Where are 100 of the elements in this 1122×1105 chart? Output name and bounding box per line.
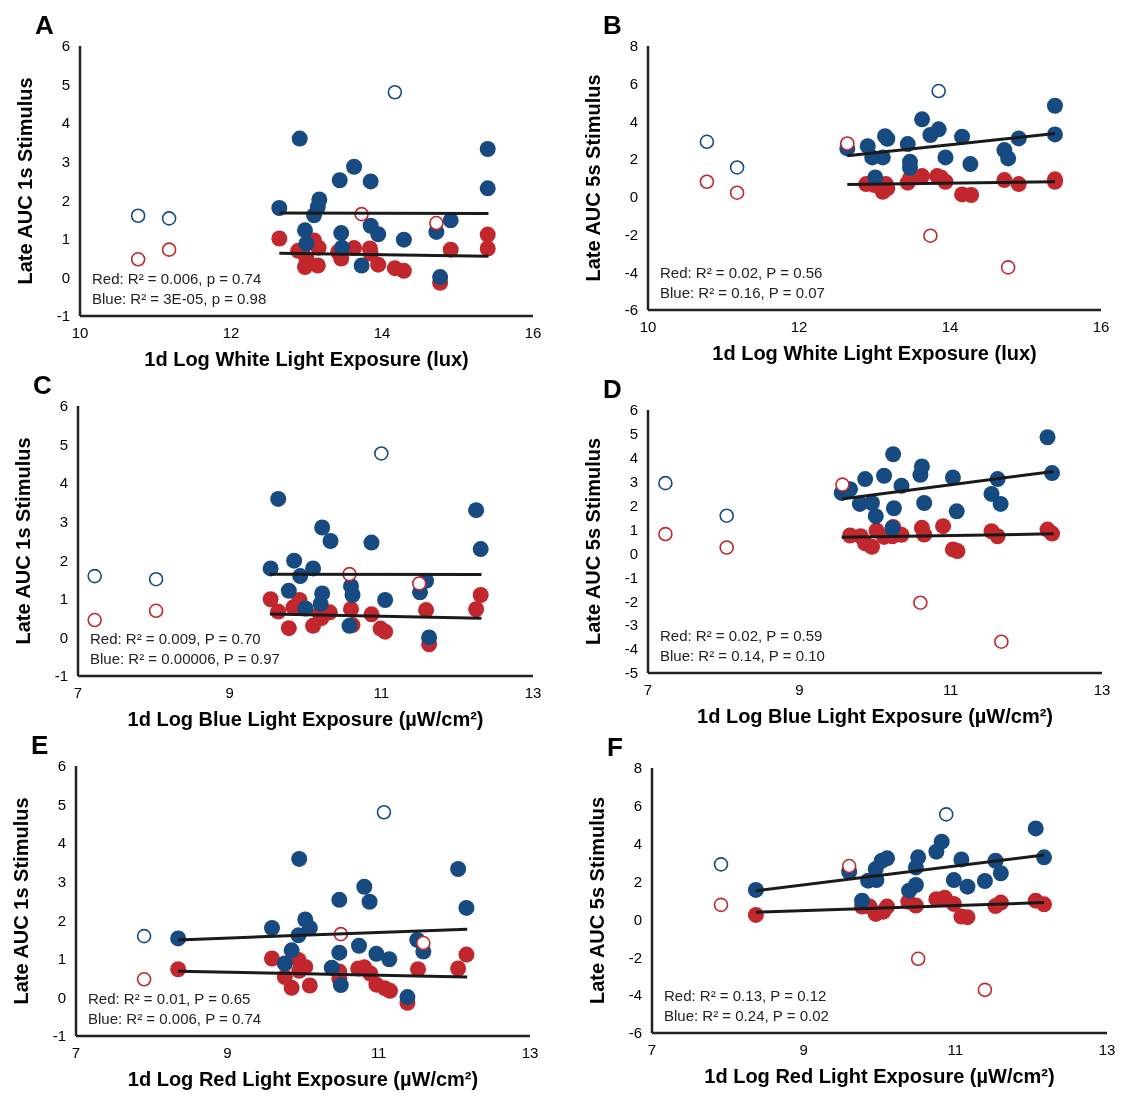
y-tick-label: -3: [624, 616, 638, 634]
x-axis-title: 1d Log Blue Light Exposure (µW/cm²): [127, 708, 484, 730]
y-tick-label: -4: [628, 986, 642, 1004]
y-tick-label: 1: [57, 950, 66, 968]
y-tick-label: -2: [628, 948, 642, 966]
annotation: Blue: R² = 0.00006, P = 0.97: [90, 650, 280, 667]
chart-title: B: [603, 10, 622, 40]
y-tick-label: 6: [57, 757, 66, 775]
y-tick-label: 3: [57, 872, 66, 890]
x-tick-label: 14: [373, 324, 391, 341]
annotation: Blue: R² = 0.006, P = 0.74: [88, 1010, 262, 1027]
y-tick-label: -5: [624, 664, 638, 682]
y-tick-label: 2: [633, 872, 642, 890]
y-tick-label: 4: [629, 449, 638, 467]
x-tick-label: 11: [373, 684, 390, 701]
x-tick-label: 9: [795, 681, 804, 698]
chart-title: A: [35, 10, 54, 40]
y-tick-label: 2: [629, 150, 638, 168]
y-tick-label: 6: [629, 74, 638, 92]
x-axis-title: 1d Log Blue Light Exposure (µW/cm²): [697, 705, 1053, 727]
y-tick-label: 2: [629, 496, 638, 514]
y-tick-label: -1: [56, 307, 70, 325]
x-tick-label: 13: [521, 1044, 539, 1061]
x-tick-label: 11: [370, 1044, 387, 1061]
annotation: Red: R² = 0.006, p = 0.74: [92, 270, 262, 287]
y-tick-label: 3: [629, 472, 638, 490]
y-tick-label: 1: [629, 520, 638, 538]
y-tick-label: 6: [629, 401, 638, 419]
y-tick-label: 2: [61, 191, 70, 209]
y-tick-label: -2: [624, 592, 638, 610]
y-tick-label: 0: [59, 628, 68, 646]
y-tick-label: -4: [624, 263, 638, 281]
y-tick-label: -6: [624, 301, 638, 319]
x-tick-label: 7: [71, 1044, 81, 1061]
x-tick-label: 12: [790, 318, 808, 335]
x-tick-label: 9: [799, 1041, 808, 1058]
annotation: Red: R² = 0.02, P = 0.59: [660, 627, 823, 644]
x-tick-label: 10: [71, 324, 89, 341]
y-tick-label: 6: [633, 797, 642, 815]
y-tick-label: -4: [624, 640, 638, 658]
y-tick-label: 1: [59, 590, 68, 608]
y-tick-label: 5: [59, 435, 68, 453]
x-tick-label: 12: [222, 324, 240, 341]
y-tick-label: -1: [54, 667, 68, 685]
x-tick-label: 7: [73, 684, 83, 701]
y-tick-label: -6: [628, 1024, 642, 1042]
y-tick-label: 5: [61, 75, 70, 93]
x-tick-label: 16: [1092, 318, 1110, 335]
y-axis-title: Late AUC 5s Stimulus: [582, 437, 604, 646]
y-tick-label: 4: [59, 474, 68, 492]
y-tick-label: 2: [59, 551, 68, 569]
annotation: Red: R² = 0.01, P = 0.65: [88, 990, 251, 1007]
x-tick-label: 7: [643, 681, 653, 698]
y-tick-label: 0: [629, 544, 638, 562]
y-tick-label: 4: [633, 834, 642, 852]
y-tick-label: 4: [57, 834, 66, 852]
y-tick-label: 4: [629, 112, 638, 130]
x-tick-label: 13: [1093, 681, 1111, 698]
y-tick-label: -1: [52, 1027, 66, 1045]
y-tick-label: 6: [59, 397, 68, 415]
y-tick-label: 6: [61, 37, 70, 55]
x-axis-title: 1d Log Red Light Exposure (µW/cm²): [704, 1065, 1055, 1087]
y-axis-title: Late AUC 1s Stimulus: [12, 437, 34, 645]
annotation: Red: R² = 0.009, P = 0.70: [90, 630, 261, 647]
y-tick-label: 0: [61, 268, 70, 286]
y-tick-label: 2: [57, 911, 66, 929]
y-tick-label: 0: [57, 988, 66, 1006]
y-tick-label: 5: [629, 425, 638, 443]
y-tick-label: -2: [624, 225, 638, 243]
annotation: Red: R² = 0.02, P = 0.56: [660, 264, 823, 281]
annotation: Blue: R² = 0.24, P = 0.02: [664, 1007, 829, 1024]
y-tick-label: 0: [633, 910, 642, 928]
chart-title: D: [603, 374, 622, 404]
x-axis-title: 1d Log White Light Exposure (lux): [144, 348, 469, 370]
annotation: Blue: R² = 0.16, P = 0.07: [660, 284, 825, 301]
chart-title: E: [31, 730, 49, 760]
y-tick-label: 8: [633, 759, 642, 777]
chart-title: C: [33, 370, 52, 400]
y-axis-title: Late AUC 5s Stimulus: [582, 74, 604, 282]
x-tick-label: 9: [225, 684, 234, 701]
annotation: Blue: R² = 0.14, P = 0.10: [660, 647, 825, 664]
y-tick-label: -1: [624, 568, 638, 586]
y-tick-label: 1: [61, 230, 70, 248]
annotation: Blue: R² = 3E-05, p = 0.98: [92, 290, 267, 307]
y-axis-title: Late AUC 5s Stimulus: [586, 796, 608, 1005]
x-tick-label: 11: [947, 1041, 964, 1058]
y-tick-label: 3: [59, 512, 68, 530]
x-tick-label: 10: [639, 318, 657, 335]
x-tick-label: 9: [223, 1044, 232, 1061]
y-tick-label: 4: [61, 114, 70, 132]
x-axis-title: 1d Log White Light Exposure (lux): [712, 342, 1037, 364]
x-tick-label: 16: [524, 324, 542, 341]
y-axis-title: Late AUC 1s Stimulus: [14, 77, 36, 285]
annotation: Red: R² = 0.13, P = 0.12: [664, 987, 827, 1004]
y-axis-title: Late AUC 1s Stimulus: [10, 797, 32, 1005]
x-tick-label: 13: [524, 684, 542, 701]
y-tick-label: 0: [629, 188, 638, 206]
chart-title: F: [607, 732, 623, 762]
y-tick-label: 8: [629, 37, 638, 55]
x-tick-label: 11: [942, 681, 959, 698]
